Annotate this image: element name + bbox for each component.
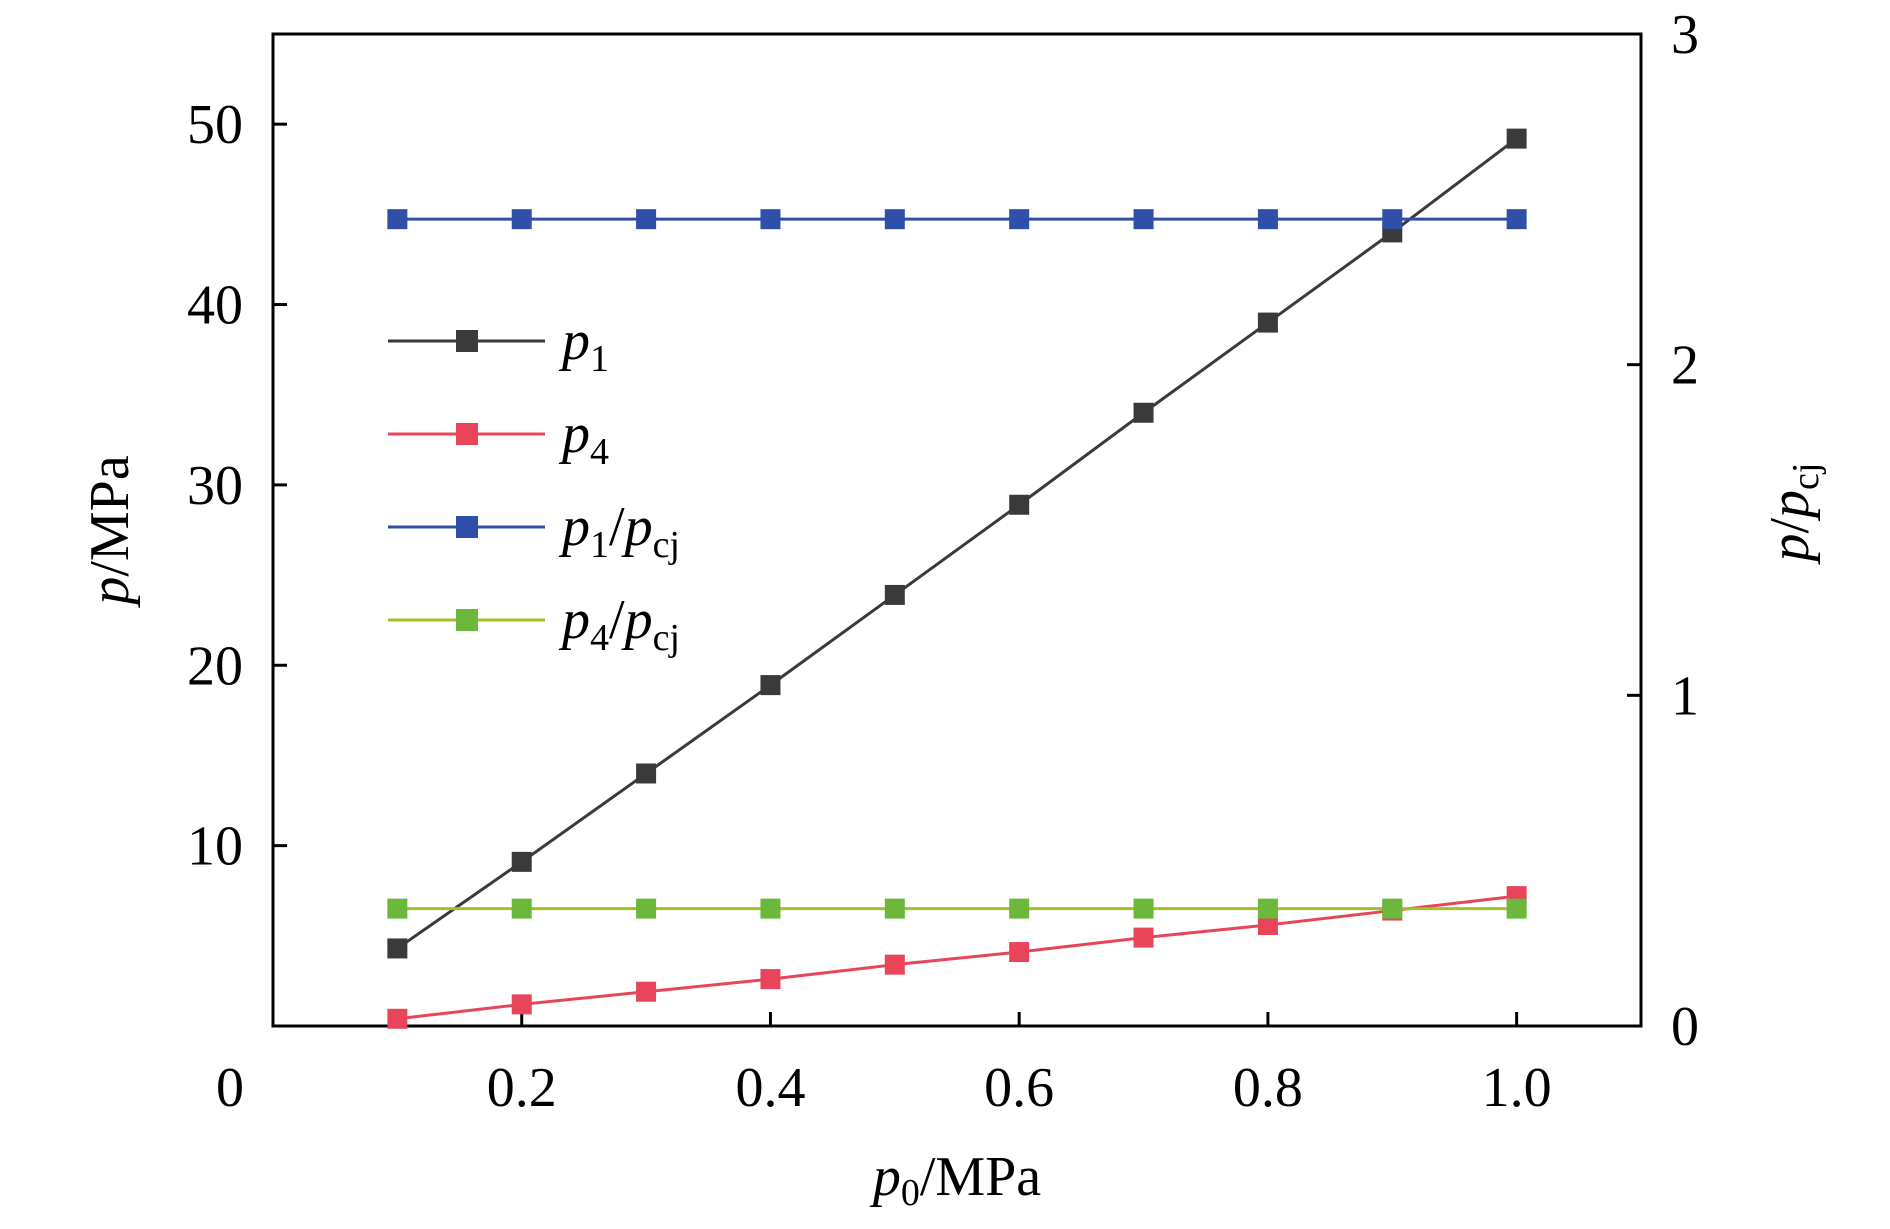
right-y-tick-label: 0 bbox=[1671, 996, 1699, 1058]
legend-marker bbox=[456, 330, 478, 352]
data-point bbox=[511, 851, 532, 872]
legend-item: p1/pcj bbox=[388, 496, 680, 566]
data-point bbox=[1133, 898, 1154, 919]
data-point bbox=[760, 675, 781, 696]
data-point bbox=[760, 209, 781, 230]
data-point bbox=[636, 209, 657, 230]
legend-item: p1 bbox=[388, 310, 609, 380]
data-point bbox=[1382, 898, 1403, 919]
left-y-axis-title: p/MPa bbox=[79, 455, 141, 608]
data-point bbox=[884, 209, 905, 230]
data-point bbox=[1133, 209, 1154, 230]
legend-label: p4 bbox=[558, 403, 609, 473]
series-3 bbox=[387, 209, 1527, 230]
legend-marker bbox=[456, 516, 478, 538]
data-point bbox=[636, 981, 657, 1002]
data-point bbox=[511, 898, 532, 919]
right-y-axis-title: p/pcj bbox=[1759, 463, 1827, 566]
right-y-tick-label: 1 bbox=[1671, 665, 1699, 727]
data-point bbox=[511, 994, 532, 1015]
series-1 bbox=[387, 128, 1527, 959]
data-point bbox=[636, 763, 657, 784]
data-point bbox=[1506, 128, 1527, 149]
data-point bbox=[1257, 209, 1278, 230]
data-point bbox=[1506, 898, 1527, 919]
data-point bbox=[387, 898, 408, 919]
legend-item: p4 bbox=[388, 403, 609, 473]
data-point bbox=[387, 209, 408, 230]
left-y-tick-label: 10 bbox=[187, 816, 243, 878]
data-point bbox=[1133, 402, 1154, 423]
legend-label: p4/pcj bbox=[558, 589, 680, 659]
x-tick-label: 0.2 bbox=[487, 1057, 557, 1119]
data-point bbox=[884, 584, 905, 605]
legend-marker bbox=[456, 609, 478, 631]
x-tick-label: 0.6 bbox=[984, 1057, 1054, 1119]
left-y-tick-label: 40 bbox=[187, 275, 243, 337]
data-point bbox=[387, 938, 408, 959]
x-tick-label: 0 bbox=[216, 1057, 244, 1119]
series-line bbox=[396, 137, 1518, 950]
x-tick-label: 0.8 bbox=[1233, 1057, 1303, 1119]
data-point bbox=[1133, 927, 1154, 948]
legend-marker bbox=[456, 423, 478, 445]
legend-item: p4/pcj bbox=[388, 589, 680, 659]
data-point bbox=[636, 898, 657, 919]
plot-frame bbox=[271, 32, 1643, 1028]
x-tick-label: 1.0 bbox=[1482, 1057, 1552, 1119]
data-point bbox=[1009, 494, 1030, 515]
legend-label: p1 bbox=[558, 310, 609, 380]
right-y-tick-label: 2 bbox=[1671, 335, 1699, 397]
data-point bbox=[760, 969, 781, 990]
data-point bbox=[760, 898, 781, 919]
left-y-tick-label: 50 bbox=[187, 94, 243, 156]
series-4 bbox=[387, 898, 1527, 919]
data-point bbox=[1506, 209, 1527, 230]
data-point bbox=[1009, 942, 1030, 963]
legend: p1 p4 p1/pcj p4/pcj bbox=[388, 310, 680, 659]
left-y-tick-label: 30 bbox=[187, 455, 243, 517]
data-point bbox=[884, 954, 905, 975]
right-y-tick-label: 3 bbox=[1671, 4, 1699, 66]
left-y-axis-ticks: 10 20 30 40 50 bbox=[187, 94, 287, 878]
x-axis-ticks: 0 0.2 0.4 0.6 0.8 1.0 bbox=[216, 1012, 1552, 1119]
data-point bbox=[884, 898, 905, 919]
series-layer bbox=[387, 128, 1527, 1029]
data-point bbox=[1257, 312, 1278, 333]
data-point bbox=[1257, 914, 1278, 935]
series-line bbox=[397, 894, 1517, 1021]
data-point bbox=[1009, 209, 1030, 230]
data-point bbox=[1257, 898, 1278, 919]
left-y-tick-label: 20 bbox=[187, 635, 243, 697]
legend-label: p1/pcj bbox=[558, 496, 680, 566]
data-point bbox=[511, 209, 532, 230]
x-axis-title: p0/MPa bbox=[869, 1146, 1041, 1214]
data-point bbox=[387, 1008, 408, 1029]
data-point bbox=[1382, 209, 1403, 230]
x-tick-label: 0.4 bbox=[735, 1057, 805, 1119]
right-y-axis-ticks: 0 1 2 3 bbox=[1627, 4, 1699, 1058]
data-point bbox=[1009, 898, 1030, 919]
